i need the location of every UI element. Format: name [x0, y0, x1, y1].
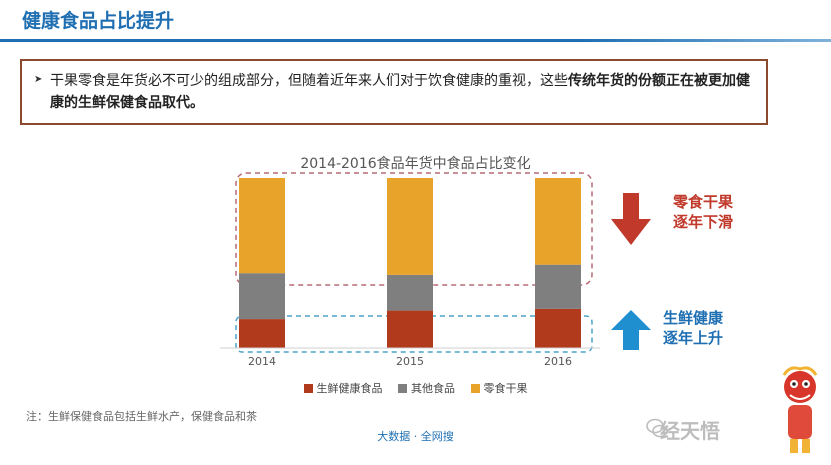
rise-annotation: 生鲜健康 逐年上升 — [663, 308, 723, 348]
source-text: 大数据 · 全网搜 — [377, 430, 454, 443]
decline-line-2: 逐年下滑 — [673, 213, 734, 231]
bar-segment — [239, 273, 285, 320]
chart-legend: 生鲜健康食品 其他食品 零食干果 — [0, 380, 831, 396]
footnote: 注：生鲜保健食品包括生鲜水产，保健食品和茶 — [26, 410, 257, 423]
title-divider — [0, 39, 831, 42]
page-title: 健康食品占比提升 — [22, 10, 175, 32]
rise-line-1: 生鲜健康 — [663, 309, 724, 327]
bar-segment — [535, 264, 581, 309]
wechat-icon — [646, 418, 668, 438]
arrow-down-icon — [611, 193, 651, 245]
lion-dance-mascot-icon — [782, 366, 818, 453]
snacks-highlight-box — [235, 172, 593, 286]
bar-segment — [535, 308, 581, 348]
bar-segment — [387, 178, 433, 275]
x-tick-label: 2014 — [248, 355, 276, 368]
legend-item-fresh: 生鲜健康食品 — [303, 380, 383, 396]
legend-label-fresh: 生鲜健康食品 — [316, 382, 383, 395]
bar-segment — [387, 310, 433, 348]
legend-swatch-fresh — [303, 384, 313, 393]
stacked-bar-chart: 2014 2015 2016 — [220, 172, 600, 368]
bullet-arrow-icon: ➤ — [34, 74, 43, 85]
x-tick-label: 2015 — [396, 355, 424, 368]
legend-label-other: 其他食品 — [411, 382, 455, 395]
bar-segment — [239, 178, 285, 274]
watermark: 经天悟 — [660, 415, 720, 444]
callout-text-bold: 传统年货的份额正在被更加健康的生鲜保健食品取代。 — [50, 73, 750, 111]
legend-swatch-snacks — [470, 384, 480, 393]
legend-label-snacks: 零食干果 — [483, 382, 528, 395]
chart-title: 2014-2016食品年货中食品占比变化 — [300, 156, 531, 172]
bar-segment — [387, 274, 433, 311]
watermark-text: 经天悟 — [660, 419, 720, 443]
arrow-up-icon — [611, 310, 651, 350]
callout-box: ➤ 干果零食是年货必不可少的组成部分，但随着近年来人们对于饮食健康的重视，这些传… — [20, 59, 768, 125]
legend-item-other: 其他食品 — [398, 380, 455, 396]
legend-swatch-other — [398, 384, 407, 393]
decline-annotation: 零食干果 逐年下滑 — [673, 192, 733, 232]
rise-line-2: 逐年上升 — [663, 329, 724, 347]
bar-segment — [239, 319, 285, 348]
callout-text: 干果零食是年货必不可少的组成部分，但随着近年来人们对于饮食健康的重视，这些传统年… — [50, 70, 760, 114]
legend-item-snacks: 零食干果 — [470, 380, 528, 396]
callout-text-plain: 干果零食是年货必不可少的组成部分，但随着近年来人们对于饮食健康的重视，这些 — [50, 73, 568, 89]
bar-segment — [535, 178, 581, 265]
decline-line-1: 零食干果 — [673, 193, 734, 211]
x-tick-label: 2016 — [544, 355, 572, 368]
